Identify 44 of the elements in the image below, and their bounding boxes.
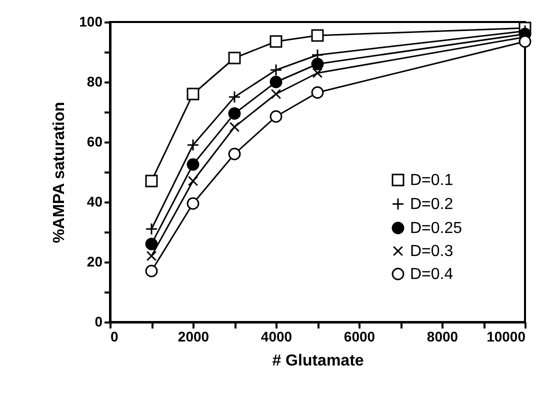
x-tick-label: 10000 — [486, 328, 526, 344]
y-tick-label: 80 — [86, 74, 103, 90]
y-tick-label: 20 — [86, 254, 103, 270]
legend-label: D=0.2 — [410, 196, 454, 213]
x-tick-label: 4000 — [260, 328, 292, 344]
x-tick-label: 8000 — [426, 328, 458, 344]
point — [228, 107, 241, 120]
x-tick-label: 0 — [110, 328, 118, 344]
legend-label: D=0.1 — [410, 172, 454, 189]
point — [311, 86, 324, 99]
point — [270, 110, 282, 123]
point — [145, 264, 158, 278]
legend-label: D=0.4 — [410, 266, 454, 283]
x-axis-title: # Glutamate — [272, 352, 364, 370]
point — [312, 68, 323, 78]
point — [229, 122, 240, 132]
y-tick-label: 100 — [79, 14, 103, 30]
point — [188, 176, 198, 186]
point — [145, 238, 158, 250]
y-tick-label: 60 — [86, 134, 103, 150]
point — [270, 35, 282, 48]
point — [186, 88, 200, 100]
point — [270, 88, 282, 100]
point — [145, 174, 158, 188]
point — [146, 250, 157, 262]
point — [311, 58, 324, 70]
point — [186, 138, 200, 152]
y-tick-label: 0 — [94, 314, 103, 330]
legend-label: D=0.25 — [410, 220, 462, 237]
x-tick-label: 6000 — [344, 328, 376, 344]
point — [228, 90, 241, 104]
point — [228, 148, 241, 160]
x-tick-label: 2000 — [178, 328, 210, 344]
point — [270, 64, 282, 76]
y-tick-label: 40 — [86, 194, 103, 210]
point — [186, 158, 200, 171]
legend-label: D=0.3 — [410, 243, 454, 260]
point — [311, 29, 324, 42]
point — [270, 76, 282, 88]
point — [145, 222, 158, 236]
point — [228, 52, 241, 64]
point — [186, 197, 200, 210]
point — [518, 35, 532, 48]
y-axis-title: %AMPA saturation — [51, 102, 68, 244]
